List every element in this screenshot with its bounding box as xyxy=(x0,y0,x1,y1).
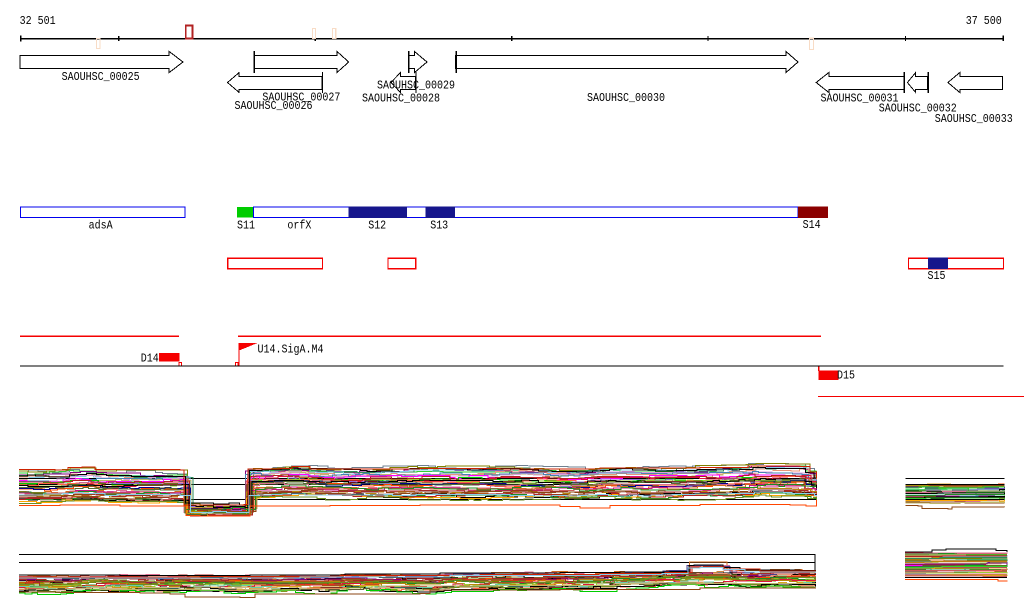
svg-text:SAOUHSC_00030: SAOUHSC_00030 xyxy=(587,91,665,105)
svg-text:SAOUHSC_00027: SAOUHSC_00027 xyxy=(262,91,340,105)
svg-text:SAOUHSC_00029: SAOUHSC_00029 xyxy=(377,78,455,92)
svg-text:D15: D15 xyxy=(837,369,855,383)
svg-text:adsA: adsA xyxy=(89,218,114,232)
svg-text:SAOUHSC_00031: SAOUHSC_00031 xyxy=(821,92,899,106)
svg-text:37 500: 37 500 xyxy=(966,14,1002,28)
svg-text:SAOUHSC_00028: SAOUHSC_00028 xyxy=(362,91,440,105)
svg-text:S13: S13 xyxy=(430,218,448,232)
svg-text:orfX: orfX xyxy=(287,218,311,232)
svg-text:S14: S14 xyxy=(803,218,821,232)
svg-text:S11: S11 xyxy=(237,218,255,232)
svg-text:SAOUHSC_00032: SAOUHSC_00032 xyxy=(879,102,957,116)
svg-text:SAOUHSC_00025: SAOUHSC_00025 xyxy=(62,70,140,84)
svg-text:D14: D14 xyxy=(141,351,159,365)
svg-text:SAOUHSC_00026: SAOUHSC_00026 xyxy=(235,99,313,113)
svg-text:U14.SigA.M4: U14.SigA.M4 xyxy=(258,342,324,356)
svg-text:S15: S15 xyxy=(928,269,946,283)
svg-text:S12: S12 xyxy=(368,218,386,232)
svg-text:SAOUHSC_00033: SAOUHSC_00033 xyxy=(935,112,1013,126)
svg-text:32 501: 32 501 xyxy=(20,14,56,28)
